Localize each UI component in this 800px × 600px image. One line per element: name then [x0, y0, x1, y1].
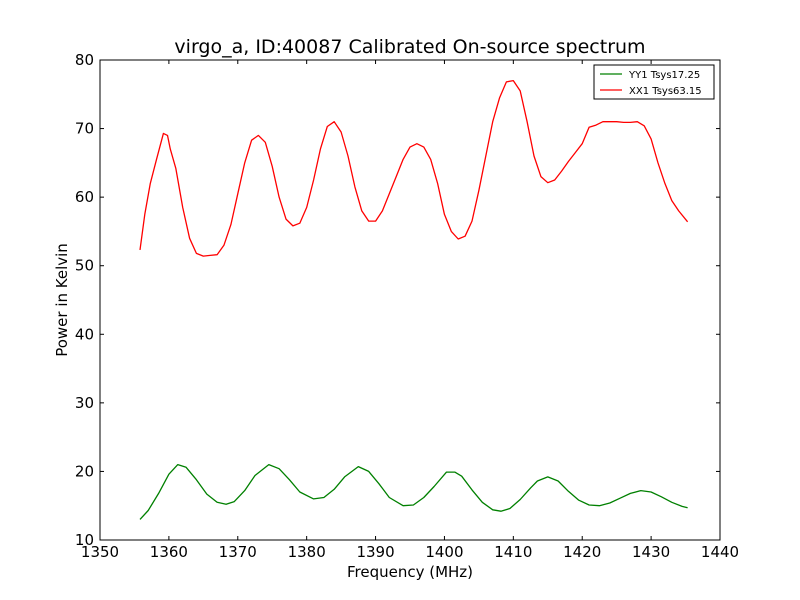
y-axis-label: Power in Kelvin	[53, 243, 71, 357]
x-tick-label: 1360	[150, 543, 188, 561]
y-tick-label: 50	[75, 257, 94, 275]
y-tick-label: 70	[75, 120, 94, 138]
x-tick-label: 1380	[288, 543, 326, 561]
legend: YY1 Tsys17.25 XX1 Tsys63.15	[593, 64, 715, 100]
x-tick-label: 1430	[632, 543, 670, 561]
x-tick-label: 1410	[494, 543, 532, 561]
x-axis-label: Frequency (MHz)	[347, 563, 473, 581]
legend-label-xx1: XX1 Tsys63.15	[629, 86, 702, 97]
x-tick-label: 1420	[563, 543, 601, 561]
legend-box	[593, 64, 715, 100]
series-line-yy1	[139, 463, 688, 520]
y-tick-label: 80	[75, 51, 94, 69]
x-tick-label: 1400	[425, 543, 463, 561]
y-tick-label: 10	[75, 531, 94, 549]
x-axis: 1350 1360 1370 1380 1390 1400 1410 1420 1430 1440	[81, 60, 739, 561]
plot-area	[139, 79, 689, 520]
x-tick-label: 1370	[219, 543, 257, 561]
x-tick-label: 1390	[356, 543, 394, 561]
y-tick-label: 30	[75, 394, 94, 412]
y-axis: 10 20 30 40 50 60 70 80	[75, 51, 720, 549]
y-tick-label: 40	[75, 325, 94, 343]
y-tick-label: 60	[75, 188, 94, 206]
plot-frame	[99, 59, 721, 541]
legend-label-yy1: YY1 Tsys17.25	[628, 70, 700, 81]
series-line-xx1	[139, 79, 689, 257]
chart-title: virgo_a, ID:40087 Calibrated On-source s…	[174, 36, 645, 58]
x-tick-label: 1350	[81, 543, 119, 561]
x-tick-label: 1440	[701, 543, 739, 561]
y-tick-label: 20	[75, 462, 94, 480]
